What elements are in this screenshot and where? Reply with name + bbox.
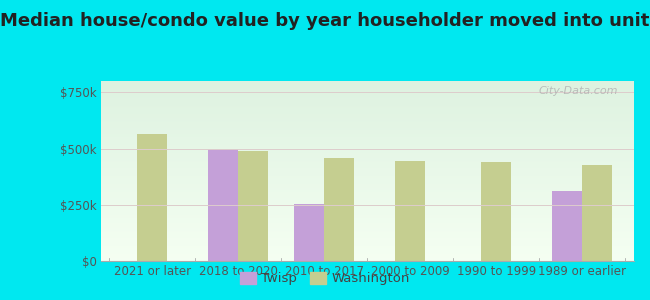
Legend: Twisp, Washington: Twisp, Washington bbox=[235, 266, 415, 290]
Bar bbox=[324, 158, 354, 261]
Bar bbox=[239, 151, 268, 261]
Bar bbox=[137, 134, 168, 261]
Text: Median house/condo value by year householder moved into unit: Median house/condo value by year househo… bbox=[0, 12, 650, 30]
Bar bbox=[208, 148, 239, 261]
Bar bbox=[294, 204, 324, 261]
Bar bbox=[552, 191, 582, 261]
Bar bbox=[395, 161, 425, 261]
Bar bbox=[481, 162, 512, 261]
Text: City-Data.com: City-Data.com bbox=[538, 86, 617, 96]
Bar bbox=[582, 165, 612, 261]
